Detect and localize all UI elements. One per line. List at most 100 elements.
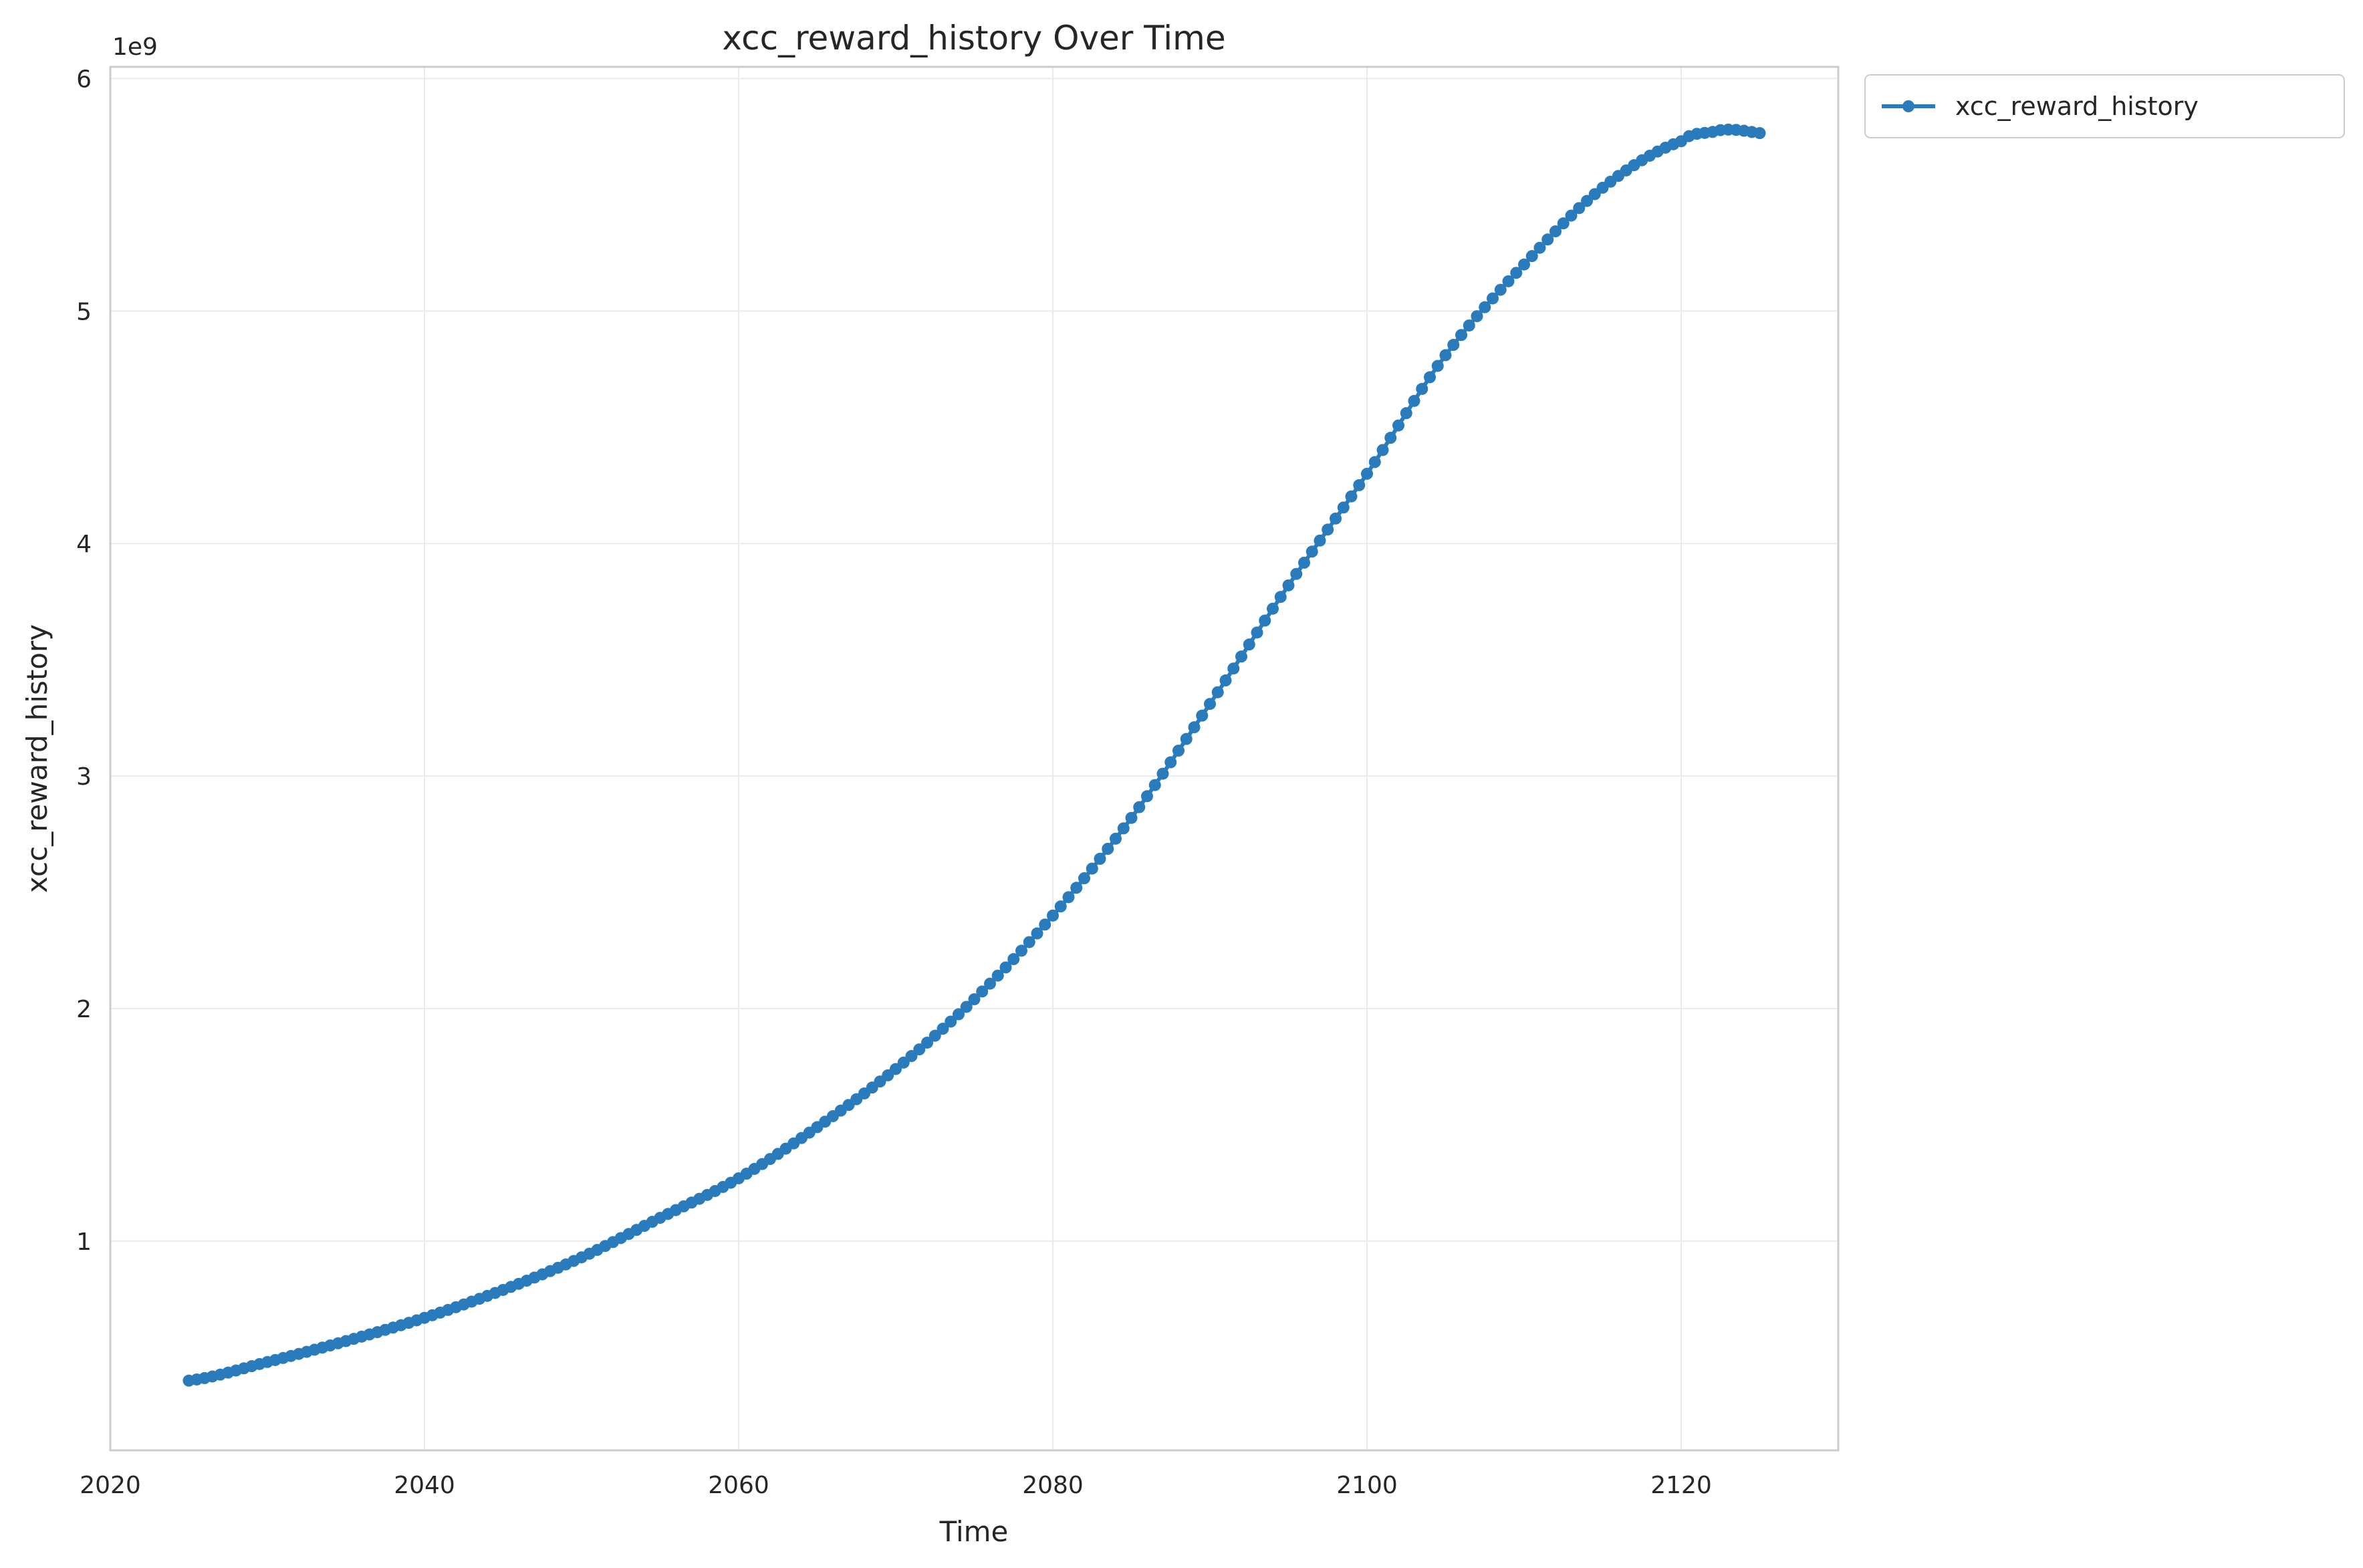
data-point bbox=[1015, 944, 1027, 957]
data-point bbox=[1227, 662, 1240, 675]
data-point bbox=[1573, 202, 1586, 215]
series-layer bbox=[182, 123, 1766, 1387]
data-point bbox=[1282, 579, 1295, 592]
data-point bbox=[1525, 250, 1538, 263]
y-tick-label: 3 bbox=[76, 763, 92, 791]
data-point bbox=[1565, 209, 1578, 222]
data-point bbox=[1541, 233, 1554, 246]
data-point bbox=[1361, 467, 1373, 480]
data-point bbox=[1376, 444, 1389, 456]
data-point bbox=[1368, 456, 1381, 469]
data-point bbox=[999, 961, 1012, 974]
legend-series-marker bbox=[1902, 100, 1914, 112]
data-point bbox=[1133, 801, 1146, 813]
data-point bbox=[1384, 432, 1397, 444]
data-point bbox=[1211, 686, 1224, 698]
data-point bbox=[1518, 258, 1530, 271]
chart-title: xcc_reward_history Over Time bbox=[722, 19, 1225, 57]
y-tick-label: 6 bbox=[76, 66, 92, 93]
data-point bbox=[1219, 674, 1232, 687]
data-point bbox=[1251, 626, 1263, 639]
data-point bbox=[1086, 862, 1098, 875]
x-axis-ticks: 2020 2040 2060 2080 2100 2120 bbox=[80, 1472, 1712, 1499]
data-point bbox=[1188, 721, 1201, 734]
data-point bbox=[1243, 638, 1255, 651]
data-point bbox=[1007, 953, 1020, 966]
data-point bbox=[928, 1029, 941, 1042]
data-point bbox=[960, 1001, 973, 1013]
data-point bbox=[1102, 843, 1114, 855]
data-point bbox=[1141, 790, 1153, 803]
data-point bbox=[1557, 217, 1570, 230]
data-point bbox=[968, 993, 981, 1006]
data-point bbox=[905, 1050, 918, 1063]
data-point bbox=[1039, 918, 1051, 931]
data-point bbox=[1463, 319, 1475, 332]
x-tick-label: 2100 bbox=[1336, 1472, 1398, 1499]
data-point bbox=[1392, 419, 1404, 432]
data-point bbox=[1047, 909, 1059, 922]
data-point bbox=[1054, 900, 1067, 913]
data-point bbox=[1510, 267, 1523, 279]
data-point bbox=[1117, 822, 1130, 835]
data-point bbox=[1070, 882, 1083, 894]
x-tick-label: 2040 bbox=[394, 1472, 455, 1499]
data-point bbox=[1400, 407, 1412, 420]
data-point bbox=[1274, 591, 1287, 604]
data-point bbox=[1424, 371, 1436, 384]
data-point bbox=[913, 1043, 926, 1056]
grid-lines bbox=[110, 67, 1838, 1450]
data-point bbox=[1164, 756, 1177, 769]
data-point bbox=[1078, 872, 1090, 885]
data-point bbox=[1204, 698, 1216, 710]
data-point bbox=[1062, 891, 1075, 904]
data-point bbox=[1148, 779, 1161, 791]
data-point bbox=[1581, 194, 1593, 207]
data-point bbox=[953, 1008, 965, 1021]
data-point bbox=[1330, 512, 1342, 525]
data-point bbox=[1408, 394, 1420, 407]
data-point bbox=[1439, 349, 1452, 362]
data-point bbox=[921, 1036, 933, 1049]
legend[interactable]: xcc_reward_history bbox=[1864, 74, 2345, 138]
data-point bbox=[1345, 490, 1358, 503]
y-axis-ticks: 1 2 3 4 5 6 bbox=[76, 66, 92, 1255]
x-tick-label: 2080 bbox=[1022, 1472, 1084, 1499]
data-point bbox=[1023, 936, 1035, 948]
x-tick-label: 2060 bbox=[708, 1472, 769, 1499]
legend-box bbox=[1864, 74, 2345, 138]
data-point bbox=[976, 985, 989, 998]
data-point bbox=[1314, 534, 1326, 547]
y-axis-offset-label: 1e9 bbox=[112, 33, 158, 61]
data-point bbox=[1259, 614, 1271, 627]
y-tick-label: 4 bbox=[76, 531, 92, 558]
data-point bbox=[1353, 479, 1366, 491]
data-point bbox=[1290, 567, 1303, 580]
data-point bbox=[937, 1023, 949, 1035]
x-tick-label: 2020 bbox=[80, 1472, 141, 1499]
data-point bbox=[945, 1015, 957, 1028]
data-point bbox=[1031, 927, 1043, 940]
data-point bbox=[1431, 360, 1444, 372]
data-point bbox=[1156, 767, 1169, 780]
data-point bbox=[1196, 709, 1209, 722]
plot-area-frame bbox=[109, 66, 1840, 1452]
data-point bbox=[1305, 545, 1318, 558]
x-tick-label: 2120 bbox=[1650, 1472, 1712, 1499]
y-tick-label: 1 bbox=[76, 1228, 92, 1256]
y-axis-label: xcc_reward_history bbox=[21, 624, 53, 893]
data-point bbox=[1267, 602, 1279, 615]
data-point bbox=[1471, 310, 1483, 323]
data-point bbox=[1235, 650, 1247, 663]
data-point bbox=[1337, 501, 1350, 514]
data-point bbox=[1172, 745, 1185, 757]
data-point bbox=[1180, 733, 1193, 745]
data-point bbox=[1502, 275, 1515, 287]
data-point bbox=[1447, 339, 1460, 352]
data-point bbox=[1487, 292, 1499, 305]
data-point bbox=[1533, 241, 1546, 254]
y-tick-label: 5 bbox=[76, 298, 92, 325]
legend-entry-label: xcc_reward_history bbox=[1955, 92, 2199, 121]
data-point bbox=[1549, 225, 1562, 238]
